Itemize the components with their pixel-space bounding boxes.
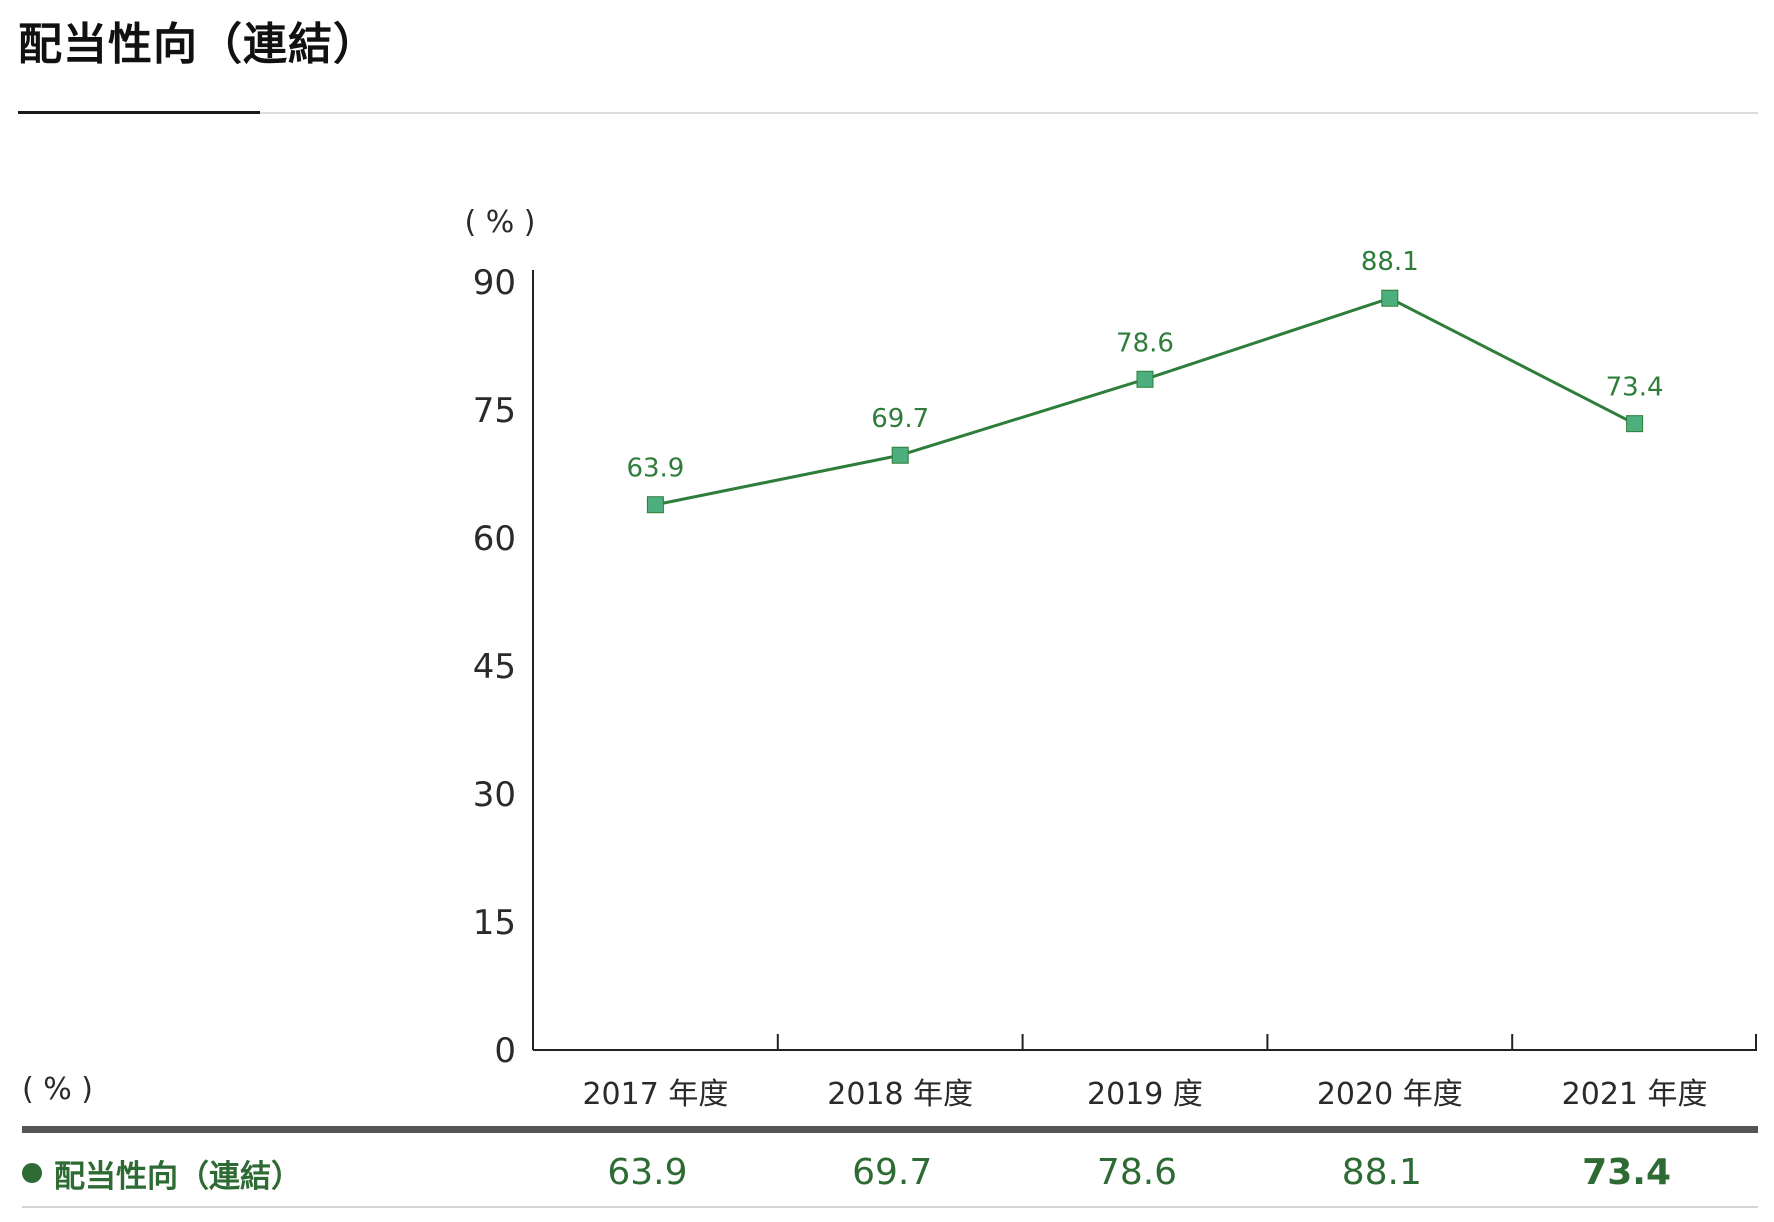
table-cell: 78.6: [1096, 1152, 1178, 1193]
data-point-marker: [891, 446, 909, 464]
y-tick-label: 90: [473, 263, 516, 303]
data-point-marker: [1381, 289, 1399, 307]
x-tick-label: 2019 度: [1087, 1077, 1203, 1112]
series-legend-dot: [22, 1163, 42, 1183]
data-label: 88.1: [1361, 247, 1419, 277]
table-cell: 88.1: [1341, 1152, 1422, 1193]
y-tick-label: 60: [473, 519, 516, 559]
data-point-marker: [1626, 415, 1644, 433]
table-header-rule: [22, 1126, 1758, 1133]
data-label: 69.7: [871, 404, 929, 434]
y-tick-label: 45: [473, 647, 516, 687]
table-cell: 73.4: [1582, 1152, 1671, 1193]
table-unit-label: ( % ): [22, 1072, 93, 1107]
data-label: 73.4: [1606, 373, 1664, 403]
table-bottom-rule: [22, 1206, 1758, 1208]
x-axis-ticks: [776, 1034, 1757, 1050]
y-tick-label: 0: [494, 1031, 516, 1071]
data-labels: 63.9 69.7 78.6 88.1 73.4: [626, 247, 1663, 484]
y-tick-label: 15: [473, 903, 516, 943]
title-divider: [18, 112, 1758, 114]
title-divider-accent: [18, 111, 260, 114]
x-tick-label: 2020 年度: [1317, 1077, 1463, 1112]
y-axis-ticks: 0 15 30 45 60 75 90: [473, 263, 516, 1071]
x-tick-label: 2021 年度: [1562, 1077, 1708, 1112]
series-name: 配当性向（連結）: [54, 1158, 302, 1195]
data-point-marker: [1136, 370, 1154, 388]
data-point-marker: [646, 496, 664, 514]
table-cell: 69.7: [852, 1152, 933, 1193]
y-tick-label: 30: [473, 775, 516, 815]
table-cell: 63.9: [607, 1152, 688, 1193]
table-series-label: 配当性向（連結）: [22, 1150, 302, 1196]
x-axis-labels: 2017 年度 2018 年度 2019 度 2020 年度 2021 年度: [582, 1077, 1707, 1112]
series-markers: [646, 289, 1644, 514]
y-tick-label: 75: [473, 391, 516, 431]
x-tick-label: 2018 年度: [827, 1077, 973, 1112]
data-label: 63.9: [626, 454, 684, 484]
data-label: 78.6: [1116, 328, 1174, 358]
page-title: 配当性向（連結）: [18, 19, 378, 70]
x-tick-label: 2017 年度: [582, 1077, 728, 1112]
y-axis-unit-label: ( % ): [465, 205, 536, 240]
